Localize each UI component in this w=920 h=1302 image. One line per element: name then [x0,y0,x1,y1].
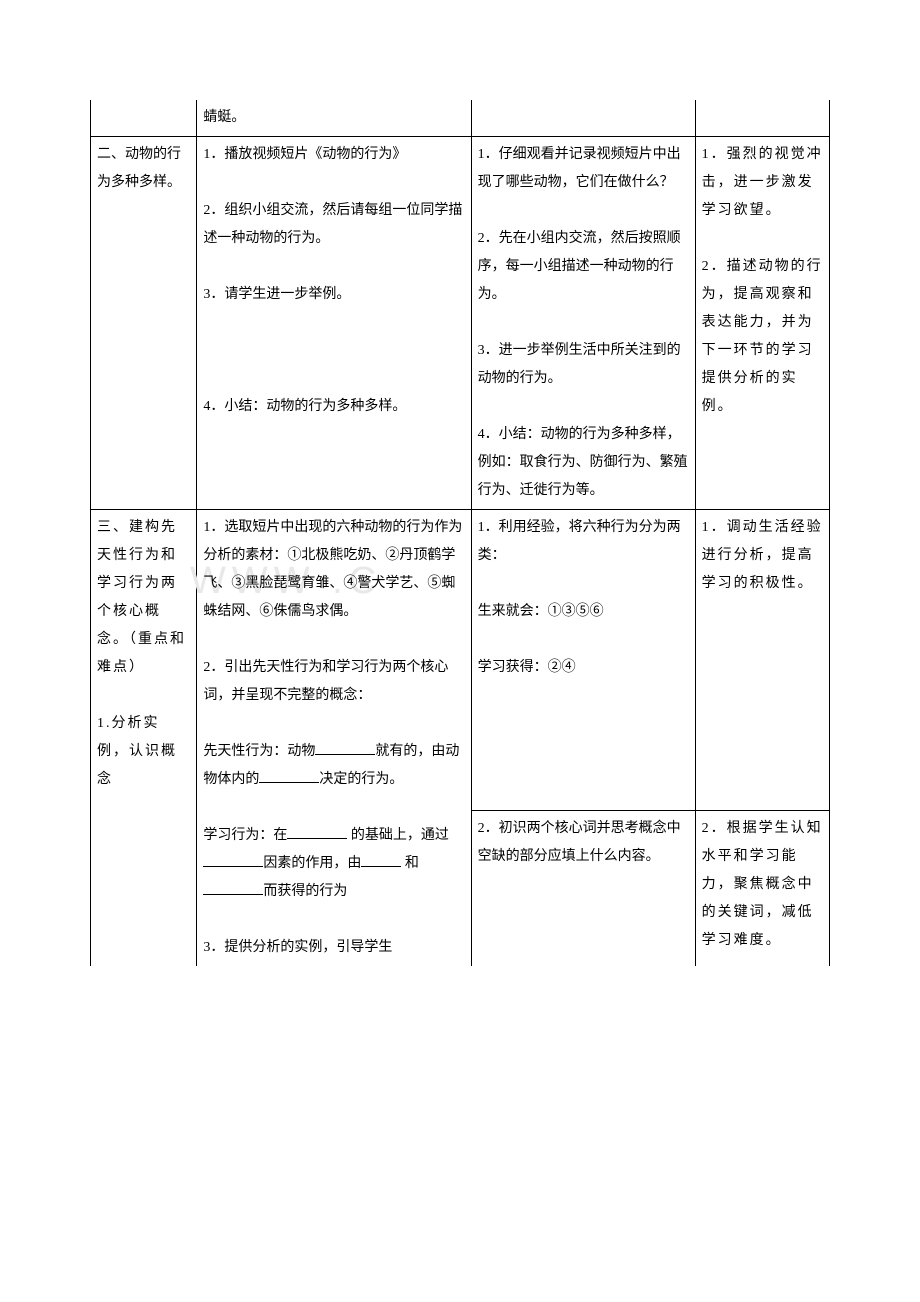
cell-intent: 2．根据学生认知水平和学习能力，聚焦概念中的关键词，减低学习难度。 [695,811,829,966]
cell-student: 2．初识两个核心词并思考概念中空缺的部分应填上什么内容。 [471,811,695,966]
table-row: 三、建构先天性行为和学习行为两个核心概念。（重点和难点） 1.分析实例，认识概念… [91,510,830,811]
cell-teacher: 蜻蜓。 [197,100,471,137]
cell-intent: 1．调动生活经验进行分析，提高学习的积极性。 [695,510,829,811]
cell-teacher: 1．播放视频短片《动物的行为》 2．组织小组交流，然后请每组一位同学描述一种动物… [197,137,471,510]
cell-intent [695,100,829,137]
cell-intent: 1．强烈的视觉冲击，进一步激发学习欲望。 2．描述动物的行为，提高观察和表达能力… [695,137,829,510]
table-row: 二、动物的行为多种多样。 1．播放视频短片《动物的行为》 2．组织小组交流，然后… [91,137,830,510]
cell-teacher: 1．选取短片中出现的六种动物的行为作为分析的素材：①北极熊吃奶、②丹顶鹤学飞、③… [197,510,471,967]
cell-student: 1．仔细观看并记录视频短片中出现了哪些动物，它们在做什么？ 2．先在小组内交流，… [471,137,695,510]
cell-student: 1．利用经验，将六种行为分为两类： 生来就会：①③⑤⑥ 学习获得：②④ [471,510,695,811]
cell-section [91,100,197,137]
cell-section [91,811,197,966]
cell-student [471,100,695,137]
lesson-table: 蜻蜓。 二、动物的行为多种多样。 1．播放视频短片《动物的行为》 2．组织小组交… [90,100,830,966]
table-row: 蜻蜓。 [91,100,830,137]
cell-section: 二、动物的行为多种多样。 [91,137,197,510]
cell-section: 三、建构先天性行为和学习行为两个核心概念。（重点和难点） 1.分析实例，认识概念 [91,510,197,811]
